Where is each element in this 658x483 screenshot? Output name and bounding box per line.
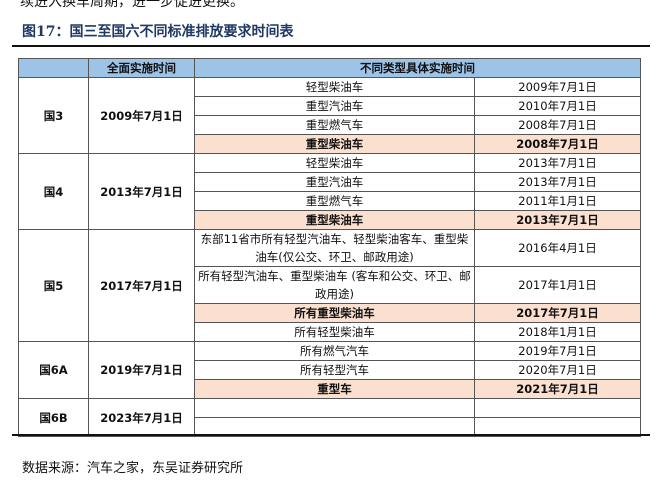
type-date-cell: 2017年1月1日 [474, 266, 641, 304]
table-row: 国3 2009年7月1日 轻型柴油车 2009年7月1日 [18, 77, 641, 154]
vehicle-type-cell: 东部11省市所有轻型汽油车、轻型柴油客车、重型柴油车(仅公交、环卫、邮政用途) [194, 229, 475, 267]
type-date-cell: 2008年7月1日 [474, 134, 641, 154]
source-note: 数据来源：汽车之家，东吴证券研究所 [22, 461, 244, 476]
figure-title: 图17：国三至国六不同标准排放要求时间表 [22, 24, 294, 40]
type-date-cell: 2008年7月1日 [474, 115, 641, 135]
table-row: 重型柴油车 2008年7月1日 [19, 134, 641, 154]
table-row: 所有轻型汽油车、重型柴油车 (客车和公交、环卫、邮政用途) 2017年1月1日 [19, 266, 641, 304]
vehicle-type-cell: 重型燃气车 [194, 191, 475, 211]
vehicle-type-cell: 重型汽油车 [194, 96, 475, 116]
type-date-cell: 2020年7月1日 [474, 360, 641, 380]
type-date-cell: 2011年1月1日 [474, 191, 641, 211]
type-date-cell: 2010年7月1日 [474, 96, 641, 116]
header-by-type: 不同类型具体实施时间 [194, 58, 641, 78]
standard-cell: 国4 [18, 153, 89, 230]
overall-date-cell: 2019年7月1日 [88, 341, 195, 399]
standard-cell: 国6B [18, 398, 89, 437]
vehicle-type-cell: 重型汽油车 [194, 172, 475, 192]
overall-date-cell: 2017年7月1日 [88, 229, 195, 342]
vehicle-type-cell: 所有重型柴油车 [194, 303, 475, 323]
vehicle-type-cell: 重型柴油车 [194, 210, 475, 230]
vehicle-type-cell: 重型柴油车 [194, 134, 475, 154]
type-date-cell: 2013年7月1日 [474, 153, 641, 173]
overall-date-cell: 2013年7月1日 [88, 153, 195, 230]
table-row [19, 417, 641, 437]
table-row: 所有轻型柴油车 2018年1月1日 [19, 322, 641, 342]
type-date-cell: 2016年4月1日 [474, 229, 641, 267]
vehicle-type-cell [194, 398, 475, 418]
overall-date-cell: 2009年7月1日 [88, 77, 195, 154]
overall-date-cell: 2023年7月1日 [88, 398, 195, 437]
header-row: 全面实施时间 不同类型具体实施时间 [18, 58, 641, 78]
standard-cell: 国3 [18, 77, 89, 154]
vehicle-type-cell: 所有轻型汽车 [194, 360, 475, 380]
vehicle-type-cell: 轻型柴油车 [194, 153, 475, 173]
table-row: 国6A 2019年7月1日 所有燃气汽车 2019年7月1日 [18, 341, 641, 399]
vehicle-type-cell: 重型车 [194, 379, 475, 399]
vehicle-type-cell: 所有燃气汽车 [194, 341, 475, 361]
table-row: 国4 2013年7月1日 轻型柴油车 2013年7月1日 [18, 153, 641, 230]
table-row: 重型车 2021年7月1日 [19, 379, 641, 399]
type-date-cell: 2017年7月1日 [474, 303, 641, 323]
type-date-cell: 2018年1月1日 [474, 322, 641, 342]
preceding-text: 续进入换车周期，进一步促进更换。 [20, 0, 244, 10]
header-blank [18, 58, 89, 78]
type-date-cell: 2013年7月1日 [474, 172, 641, 192]
emission-standards-table: 全面实施时间 不同类型具体实施时间 国3 2009年7月1日 轻型柴油车 2009年7… [18, 58, 641, 437]
type-date-cell [474, 398, 641, 418]
table-row: 重型柴油车 2013年7月1日 [19, 210, 641, 230]
type-date-cell [474, 417, 641, 437]
vehicle-type-cell: 所有轻型柴油车 [194, 322, 475, 342]
vehicle-type-cell: 所有轻型汽油车、重型柴油车 (客车和公交、环卫、邮政用途) [194, 266, 475, 304]
type-date-cell: 2019年7月1日 [474, 341, 641, 361]
table-row: 所有重型柴油车 2017年7月1日 [19, 303, 641, 323]
type-date-cell: 2013年7月1日 [474, 210, 641, 230]
vehicle-type-cell: 轻型柴油车 [194, 77, 475, 97]
standard-cell: 国6A [18, 341, 89, 399]
table-row: 国6B 2023年7月1日 [18, 398, 641, 437]
header-overall: 全面实施时间 [88, 58, 195, 78]
table-row: 国5 2017年7月1日 东部11省市所有轻型汽油车、轻型柴油客车、重型柴油车(仅公… [18, 229, 641, 342]
standard-cell: 国5 [18, 229, 89, 342]
top-rule [12, 45, 650, 47]
bottom-rule [12, 434, 650, 436]
type-date-cell: 2021年7月1日 [474, 379, 641, 399]
table-row: 重型燃气车 2011年1月1日 [19, 191, 641, 211]
type-date-cell: 2009年7月1日 [474, 77, 641, 97]
vehicle-type-cell: 重型燃气车 [194, 115, 475, 135]
